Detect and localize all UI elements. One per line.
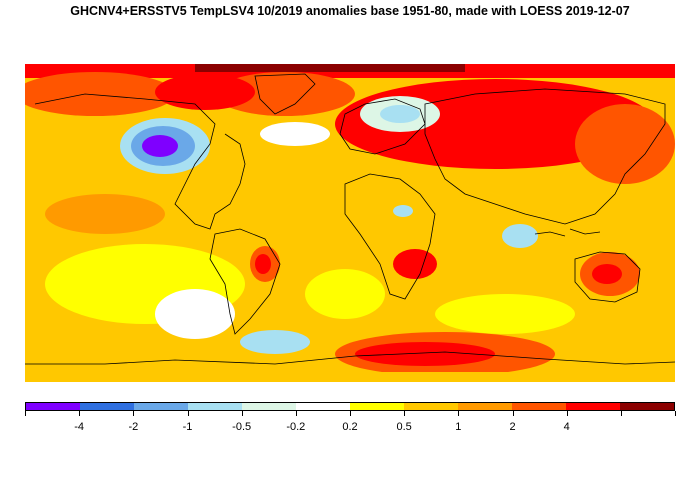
legend-tick xyxy=(675,411,676,416)
anomaly-arctic-north-america xyxy=(155,74,255,110)
coast-asia xyxy=(424,88,666,225)
anomaly-africa-warm xyxy=(393,249,437,279)
coast-greenland xyxy=(254,73,316,115)
legend-label: 4 xyxy=(563,421,570,433)
legend-tick xyxy=(350,411,351,416)
coast-indonesia xyxy=(534,228,601,237)
legend-label: 0.5 xyxy=(396,421,412,433)
legend-label: -4 xyxy=(74,421,85,433)
anomaly-indian-ocean-yellow xyxy=(435,294,575,334)
anomaly-arctic-dark xyxy=(195,64,465,72)
legend-label: 1 xyxy=(455,421,462,433)
anomaly-antarctica-core xyxy=(355,342,495,366)
legend-tick xyxy=(295,411,297,416)
anomaly-atlantic-south-yellow xyxy=(305,269,385,319)
legend-swatch xyxy=(404,403,458,410)
color-legend-bar xyxy=(25,402,675,411)
legend-label: -0.2 xyxy=(286,421,306,433)
anomaly-north-atlantic-red xyxy=(215,72,355,116)
legend-swatch xyxy=(350,403,404,410)
anomaly-south-pacific-white xyxy=(155,289,235,339)
anomaly-scandinavia-cold-core xyxy=(380,105,420,123)
map-title: GHCNV4+ERSSTV5 TempLSV4 10/2019 anomalie… xyxy=(70,4,630,18)
anomaly-arabia-cold xyxy=(393,205,413,217)
anomaly-southern-ocean-cold xyxy=(240,330,310,354)
legend-tick xyxy=(187,411,189,416)
legend-ticks xyxy=(25,411,676,417)
coastlines xyxy=(25,73,675,365)
legend-label: -1 xyxy=(182,421,193,433)
anomaly-north-america-cold-core xyxy=(142,135,178,157)
coast-australia xyxy=(574,251,641,303)
legend-tick xyxy=(25,411,26,416)
anomaly-tropical-pacific-orange xyxy=(45,194,165,234)
legend-label: -2 xyxy=(128,421,139,433)
legend-tick xyxy=(620,411,622,416)
legend-tick xyxy=(79,411,81,416)
legend-tick xyxy=(241,411,243,416)
coast-south-america xyxy=(209,228,281,335)
legend-tick xyxy=(458,411,460,416)
anomaly-north-pacific-red xyxy=(25,72,175,116)
legend-swatch xyxy=(80,403,134,410)
legend-tick xyxy=(512,411,514,416)
anomaly-map xyxy=(25,64,675,390)
anomaly-south-pole-white xyxy=(25,382,675,390)
legend-labels: -4 -2 -1 -0.5 -0.2 0.2 0.5 1 2 4 xyxy=(25,421,675,437)
legend-swatch xyxy=(188,403,242,410)
legend-swatch xyxy=(134,403,188,410)
legend-swatch xyxy=(458,403,512,410)
legend-label: 2 xyxy=(509,421,516,433)
legend-swatch xyxy=(620,403,674,410)
anomaly-indonesia-cold xyxy=(502,224,538,248)
legend-label: 0.2 xyxy=(342,421,358,433)
legend-tick xyxy=(133,411,135,416)
legend-swatch xyxy=(512,403,566,410)
coast-antarctica xyxy=(25,351,675,365)
coast-europe xyxy=(339,98,426,155)
legend-swatch xyxy=(26,403,80,410)
legend-swatch xyxy=(296,403,350,410)
coast-africa xyxy=(344,173,436,300)
legend-tick xyxy=(404,411,406,416)
anomaly-north-pacific-white xyxy=(260,122,330,146)
legend-swatch xyxy=(566,403,620,410)
legend-swatch xyxy=(242,403,296,410)
legend-tick xyxy=(566,411,568,416)
anomaly-east-asia-orange xyxy=(575,104,675,184)
coast-north-america xyxy=(34,93,246,230)
anomaly-south-america-core xyxy=(255,254,271,274)
anomaly-australia-core xyxy=(592,264,622,284)
legend-label: -0.5 xyxy=(232,421,252,433)
